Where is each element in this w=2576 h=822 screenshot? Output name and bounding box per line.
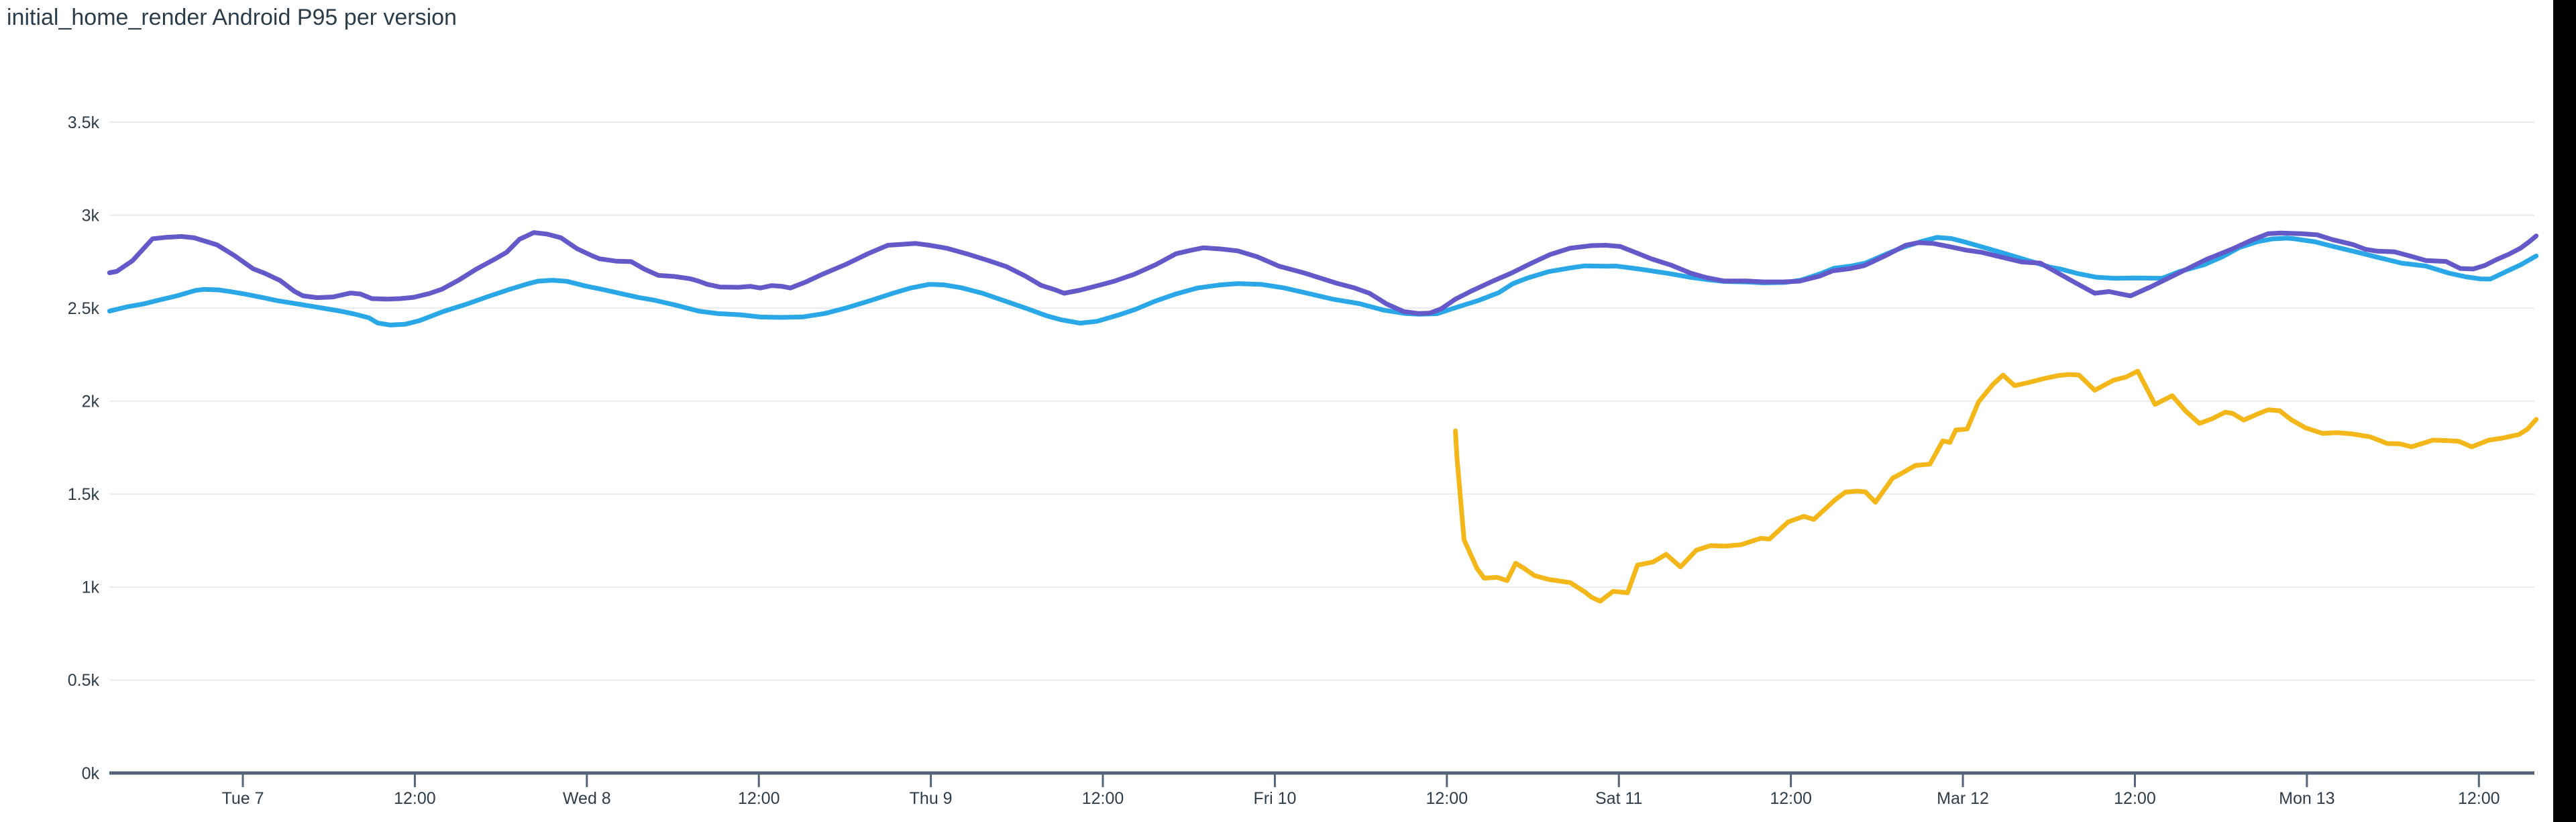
chart-line-series-purple[interactable] <box>107 230 2539 316</box>
x-tick-label-8: Sat 11 <box>1595 789 1642 808</box>
x-tick-label-1: 12:00 <box>394 789 436 808</box>
x-tick-label-12: Mon 13 <box>2279 789 2334 808</box>
y-tick-label-1k: 1k <box>82 578 100 597</box>
y-tick-label-1.5k: 1.5k <box>68 485 100 504</box>
x-tick-label-6: Fri 10 <box>1253 789 1296 808</box>
x-tick-label-13: 12:00 <box>2458 789 2500 808</box>
x-tick-label-11: 12:00 <box>2114 789 2156 808</box>
x-tick-label-7: 12:00 <box>1426 789 1468 808</box>
x-tick-label-2: Wed 8 <box>563 789 611 808</box>
chart-line-series-blue[interactable] <box>107 235 2539 327</box>
y-tick-label-3.5k: 3.5k <box>68 113 100 132</box>
chart-title: initial_home_render Android P95 per vers… <box>7 5 457 30</box>
y-tick-label-3k: 3k <box>82 206 100 225</box>
y-tick-label-2k: 2k <box>82 392 100 411</box>
x-tick-label-10: Mar 12 <box>1937 789 1989 808</box>
y-tick-label-0k: 0k <box>82 764 100 783</box>
screen-right-black-edge <box>2553 0 2576 822</box>
chart-line-series-yellow[interactable] <box>1453 368 2539 604</box>
x-tick-label-4: Thu 9 <box>910 789 953 808</box>
x-tick-label-5: 12:00 <box>1082 789 1124 808</box>
y-tick-label-2.5k: 2.5k <box>68 299 100 318</box>
y-tick-label-0.5k: 0.5k <box>68 671 100 690</box>
x-tick-label-3: 12:00 <box>738 789 780 808</box>
x-tick-label-9: 12:00 <box>1770 789 1812 808</box>
x-tick-label-0: Tue 7 <box>221 789 264 808</box>
